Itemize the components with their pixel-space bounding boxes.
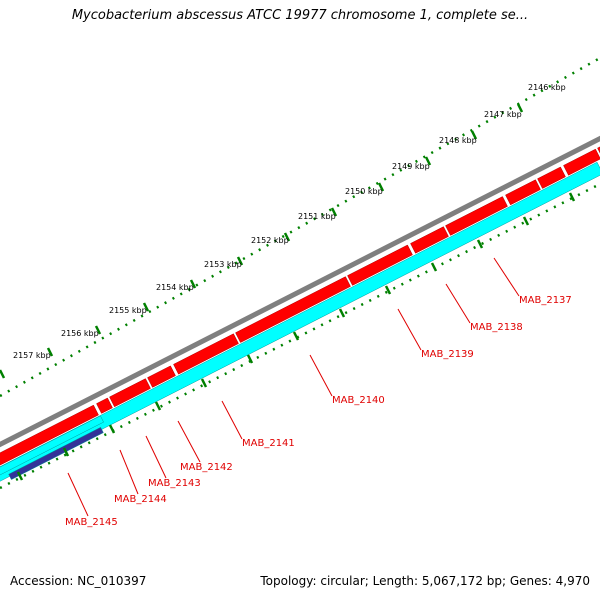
forward-gene-block[interactable] <box>410 226 449 254</box>
forward-gene-block[interactable] <box>537 166 566 189</box>
label-leader-line <box>309 354 333 397</box>
inner-major-tick <box>108 424 116 434</box>
inner-major-tick <box>522 216 530 226</box>
inner-major-tick <box>200 378 208 388</box>
label-leader-line <box>67 472 89 517</box>
outer-major-tick <box>94 325 102 335</box>
inner-major-tick <box>246 354 254 364</box>
label-leader-line <box>119 449 139 495</box>
label-leader-line <box>145 435 167 479</box>
accession-text: Accession: NC_010397 <box>10 574 147 588</box>
outer-major-tick <box>142 302 150 312</box>
forward-gene-block[interactable] <box>445 196 508 236</box>
inner-major-tick <box>154 401 162 411</box>
label-leader-line <box>177 420 201 463</box>
gene-label-mab-2144[interactable]: MAB_2144 <box>114 494 167 505</box>
inner-major-tick <box>568 192 576 202</box>
inner-major-tick <box>338 308 346 318</box>
kbp-tick-label: 2151 kbp <box>298 212 336 221</box>
kbp-tick-label: 2156 kbp <box>61 329 99 338</box>
reverse-gene-block[interactable] <box>0 415 104 479</box>
forward-gene-block[interactable] <box>147 365 176 388</box>
forward-gene-block[interactable] <box>96 397 113 414</box>
kbp-tick-label: 2157 kbp <box>13 351 51 360</box>
inner-major-tick <box>476 239 484 249</box>
reverse-gene-block[interactable] <box>0 161 600 485</box>
kbp-tick-label: 2153 kbp <box>204 260 242 269</box>
outer-major-tick <box>46 347 54 357</box>
forward-strand-genes <box>0 142 600 469</box>
outer-major-tick <box>330 207 338 217</box>
backbone-line <box>0 135 600 448</box>
map-title: Mycobacterium abscessus ATCC 19977 chrom… <box>71 8 529 23</box>
kbp-tick-label: 2155 kbp <box>109 306 147 315</box>
kbp-tick-label: 2148 kbp <box>439 136 477 145</box>
inner-major-tick <box>16 471 24 481</box>
forward-gene-block[interactable] <box>173 333 239 375</box>
gene-label-mab-2137[interactable]: MAB_2137 <box>519 295 572 306</box>
label-leader-line <box>397 308 422 351</box>
gene-label-mab-2141[interactable]: MAB_2141 <box>242 438 295 449</box>
outer-ruler <box>0 56 600 398</box>
kbp-tick-label: 2146 kbp <box>528 83 566 92</box>
outer-major-tick <box>236 256 244 266</box>
label-leader-line <box>445 283 471 324</box>
forward-gene-block[interactable] <box>0 404 99 469</box>
reverse-strand-genes <box>0 161 600 485</box>
outer-major-tick <box>189 279 197 289</box>
gene-label-mab-2140[interactable]: MAB_2140 <box>332 395 385 406</box>
gene-label-mab-2145[interactable]: MAB_2145 <box>65 517 118 528</box>
kbp-tick-label: 2149 kbp <box>392 162 430 171</box>
kbp-tick-label: 2150 kbp <box>345 187 383 196</box>
inner-major-tick <box>292 331 300 341</box>
forward-gene-block[interactable] <box>505 179 541 206</box>
forward-gene-block[interactable] <box>563 148 600 176</box>
forward-gene-block[interactable] <box>347 244 413 286</box>
label-leader-line <box>221 400 243 440</box>
forward-gene-block[interactable] <box>597 142 600 158</box>
forward-gene-block[interactable] <box>109 378 151 408</box>
inner-major-tick <box>430 262 438 272</box>
gene-label-mab-2139[interactable]: MAB_2139 <box>421 349 474 360</box>
inner-major-ticks <box>16 192 576 481</box>
outer-major-tick <box>424 156 432 166</box>
outer-major-tick <box>516 103 524 113</box>
gene-label-mab-2142[interactable]: MAB_2142 <box>180 462 233 473</box>
kbp-labels: 2146 kbp 2147 kbp 2148 kbp 2149 kbp 2150 kbp… <box>13 83 566 360</box>
outer-major-tick <box>377 182 385 192</box>
outer-major-tick <box>283 232 291 242</box>
label-leaders <box>67 257 520 517</box>
kbp-tick-label: 2152 kbp <box>251 236 289 245</box>
outer-major-ticks <box>0 103 524 379</box>
kbp-tick-label: 2154 kbp <box>156 283 194 292</box>
label-leader-line <box>493 257 520 297</box>
topology-summary: Topology: circular; Length: 5,067,172 bp… <box>260 574 590 588</box>
inner-major-tick <box>62 447 70 457</box>
gene-label-mab-2138[interactable]: MAB_2138 <box>470 322 523 333</box>
inner-major-tick <box>384 285 392 295</box>
gene-label-mab-2143[interactable]: MAB_2143 <box>148 478 201 489</box>
selected-gene-block[interactable] <box>8 426 104 480</box>
forward-gene-block[interactable] <box>235 276 351 343</box>
kbp-tick-label: 2147 kbp <box>484 110 522 119</box>
outer-major-tick <box>470 130 478 140</box>
outer-major-tick <box>0 369 6 379</box>
